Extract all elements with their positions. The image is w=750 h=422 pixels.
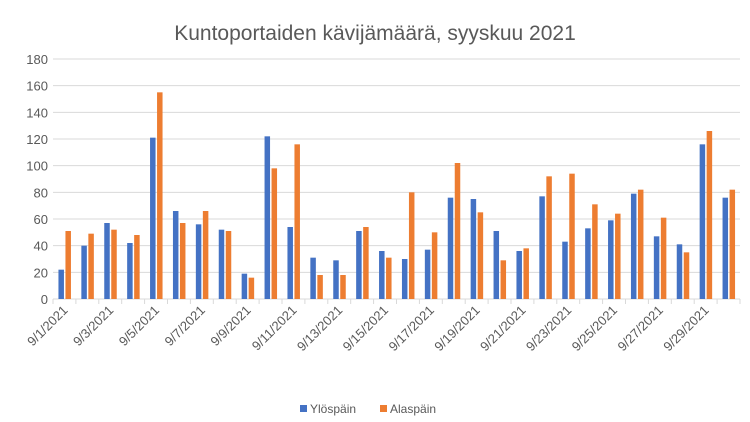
x-tick-label: 9/21/2021 [477, 303, 529, 355]
bar-alaspain [157, 92, 163, 299]
bar-ylospain [172, 211, 179, 299]
bar-alaspain [408, 192, 415, 299]
bar-alaspain [225, 231, 232, 299]
bar-ylospain [722, 197, 729, 299]
x-tick-label: 9/17/2021 [385, 303, 437, 355]
bar-alaspain [134, 235, 140, 299]
bar-ylospain [699, 144, 706, 299]
bar-ylospain [264, 136, 271, 299]
bar-alaspain [88, 233, 94, 299]
bar-ylospain [195, 224, 202, 299]
bar-alaspain [569, 173, 575, 299]
y-tick-label: 60 [34, 212, 48, 227]
bar-ylospain [516, 251, 522, 299]
bar-alaspain [179, 223, 186, 299]
bar-alaspain [729, 189, 736, 299]
chart-title: Kuntoportaiden kävijämäärä, syyskuu 2021 [174, 22, 576, 45]
x-tick-label: 9/5/2021 [116, 303, 162, 349]
y-tick-label: 140 [26, 105, 48, 120]
bar-alaspain [706, 131, 713, 299]
bar-alaspain [363, 227, 369, 299]
x-tick-label: 9/11/2021 [249, 303, 300, 354]
bar-ylospain [608, 220, 614, 299]
bar-ylospain [241, 273, 248, 299]
x-tick-label: 9/27/2021 [614, 303, 666, 355]
bar-alaspain [592, 204, 598, 299]
bar-ylospain [562, 241, 568, 299]
bar-alaspain [111, 229, 117, 299]
x-tick-label: 9/7/2021 [162, 303, 208, 349]
y-tick-label: 100 [26, 159, 48, 174]
x-tick-label: 9/19/2021 [431, 303, 483, 355]
bar-ylospain [653, 236, 660, 299]
bar-alaspain [386, 257, 392, 299]
legend-swatch [380, 405, 387, 412]
bar-alaspain [340, 275, 346, 299]
y-tick-label: 120 [26, 132, 48, 147]
bar-alaspain [65, 231, 71, 299]
y-tick-label: 40 [34, 239, 48, 254]
bar-ylospain [81, 245, 87, 299]
x-tick-label: 9/15/2021 [340, 303, 392, 355]
bar-alaspain [637, 189, 644, 299]
bar-ylospain [447, 197, 454, 299]
y-tick-label: 80 [34, 185, 48, 200]
bar-ylospain [218, 229, 225, 299]
bar-ylospain [493, 231, 500, 299]
bar-ylospain [539, 196, 545, 299]
bar-ylospain [401, 259, 408, 299]
bar-alaspain [317, 275, 323, 299]
bar-alaspain [431, 232, 438, 299]
bar-ylospain [470, 199, 477, 299]
bar-ylospain [585, 228, 591, 299]
y-tick-label: 180 [26, 52, 48, 67]
y-tick-label: 160 [26, 79, 48, 94]
bar-ylospain [424, 249, 431, 299]
bar-ylospain [356, 231, 362, 299]
legend-label: Ylöspäin [310, 402, 356, 416]
bar-alaspain [477, 212, 484, 299]
bar-alaspain [615, 213, 621, 299]
bar-ylospain [127, 243, 133, 299]
bar-ylospain [676, 244, 683, 299]
bar-alaspain [248, 277, 255, 299]
bar-alaspain [546, 176, 552, 299]
bar-ylospain [379, 251, 385, 299]
bar-alaspain [454, 163, 461, 299]
bar-ylospain [287, 227, 293, 299]
legend-swatch [300, 405, 307, 412]
bar-ylospain [58, 269, 64, 299]
x-tick-label: 9/3/2021 [70, 303, 116, 349]
bar-ylospain [310, 257, 316, 299]
x-tick-label: 9/25/2021 [569, 303, 621, 355]
bar-alaspain [500, 260, 507, 299]
legend-label: Alaspäin [390, 402, 436, 416]
x-tick-label: 9/9/2021 [207, 303, 253, 349]
bar-alaspain [660, 217, 667, 299]
bar-ylospain [333, 260, 339, 299]
x-tick-label: 9/23/2021 [523, 303, 575, 355]
bar-ylospain [104, 223, 110, 299]
x-tick-label: 9/13/2021 [294, 303, 346, 355]
bar-alaspain [202, 211, 209, 299]
bar-ylospain [150, 137, 156, 299]
y-tick-label: 20 [34, 265, 48, 280]
bar-alaspain [294, 144, 300, 299]
bar-ylospain [630, 193, 637, 299]
bar-alaspain [683, 252, 690, 299]
y-tick-label: 0 [41, 292, 48, 307]
bar-alaspain [523, 248, 529, 299]
x-tick-label: 9/29/2021 [660, 303, 712, 355]
bar-alaspain [271, 168, 278, 299]
x-tick-label: 9/1/2021 [24, 303, 70, 349]
